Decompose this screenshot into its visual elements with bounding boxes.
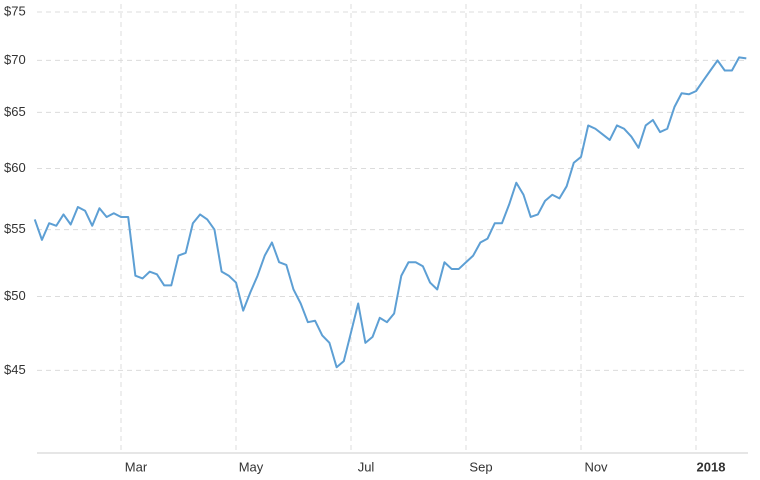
y-tick-label: $70: [4, 52, 26, 67]
y-tick-label: $65: [4, 104, 26, 119]
price-line: [33, 56, 747, 369]
x-tick-label: Sep: [469, 459, 492, 474]
x-tick-label: May: [239, 459, 264, 474]
y-tick-label: $60: [4, 160, 26, 175]
y-tick-label: $55: [4, 221, 26, 236]
y-tick-label: $45: [4, 362, 26, 377]
y-tick-label: $50: [4, 288, 26, 303]
x-tick-label: Mar: [125, 459, 148, 474]
x-tick-label: Nov: [584, 459, 608, 474]
x-tick-label: Jul: [358, 459, 375, 474]
y-tick-label: $75: [4, 3, 26, 18]
x-tick-label: 2018: [697, 459, 726, 474]
